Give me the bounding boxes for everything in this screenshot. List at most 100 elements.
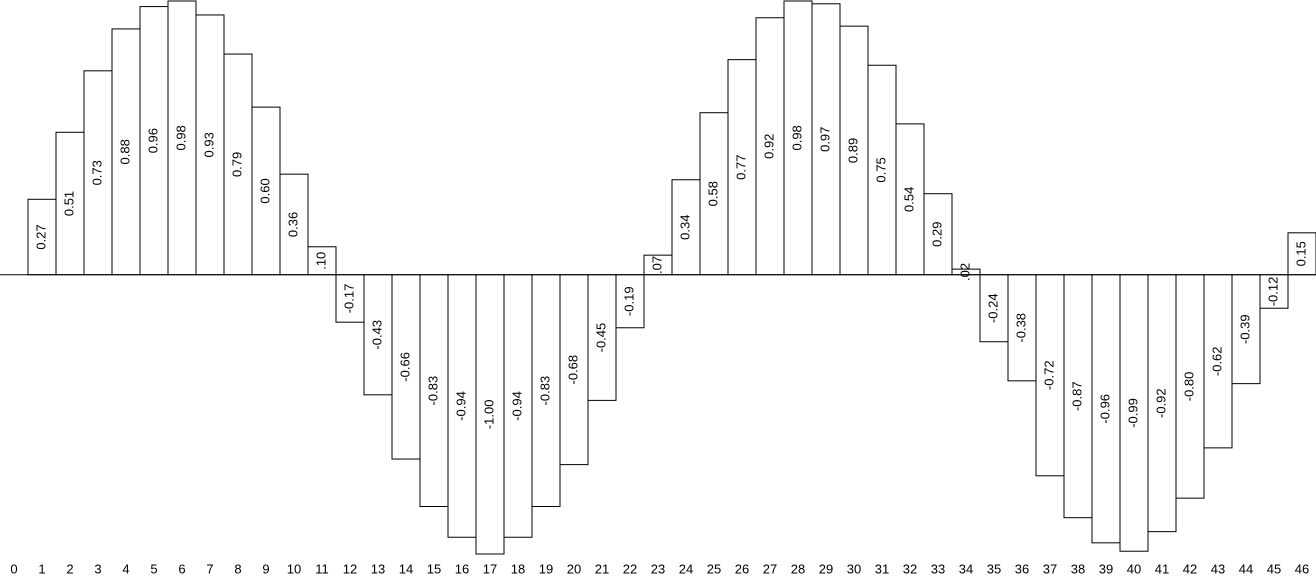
x-tick-label: 4: [122, 561, 129, 576]
bar: [475, 274, 505, 555]
value-label: 0.60: [257, 178, 272, 203]
value-label: -0.19: [621, 286, 636, 316]
x-tick-label: 6: [178, 561, 185, 576]
value-label: .10: [313, 252, 328, 270]
x-tick-label: 29: [819, 561, 833, 576]
x-tick-label: 41: [1155, 561, 1169, 576]
x-tick-label: 15: [427, 561, 441, 576]
x-tick-label: 26: [735, 561, 749, 576]
value-label: -0.96: [1097, 394, 1112, 424]
bar: [55, 131, 85, 276]
value-label: 0.79: [229, 152, 244, 177]
value-label: 0.93: [201, 132, 216, 157]
bar: [699, 112, 729, 276]
value-label: -0.38: [1013, 313, 1028, 343]
value-label: -0.92: [1153, 388, 1168, 418]
value-label: -0.45: [593, 323, 608, 353]
value-label: -0.83: [425, 376, 440, 406]
bar: [279, 173, 309, 276]
value-label: -0.72: [1041, 360, 1056, 390]
value-label: 0.27: [33, 224, 48, 249]
value-label: -0.12: [1265, 277, 1280, 307]
x-tick-label: 44: [1239, 561, 1253, 576]
x-tick-label: 9: [262, 561, 269, 576]
x-tick-label: 38: [1071, 561, 1085, 576]
x-tick-label: 7: [206, 561, 213, 576]
bar: [335, 274, 365, 323]
value-label: 0.96: [145, 128, 160, 153]
value-label: -0.83: [537, 376, 552, 406]
bar: [1119, 274, 1149, 552]
x-tick-label: 5: [150, 561, 157, 576]
value-label: -0.17: [341, 284, 356, 314]
value-label: -0.80: [1181, 372, 1196, 402]
x-tick-label: 43: [1211, 561, 1225, 576]
value-label: 0.15: [1293, 241, 1308, 266]
value-label: 0.36: [285, 212, 300, 237]
x-tick-label: 35: [987, 561, 1001, 576]
x-tick-label: 21: [595, 561, 609, 576]
x-tick-label: 37: [1043, 561, 1057, 576]
value-label: -0.62: [1209, 346, 1224, 376]
x-tick-label: 8: [234, 561, 241, 576]
x-tick-label: 12: [343, 561, 357, 576]
x-tick-label: 34: [959, 561, 973, 576]
x-tick-label: 17: [483, 561, 497, 576]
value-label: 0.51: [61, 191, 76, 216]
value-label: 0.34: [677, 215, 692, 240]
bar: [83, 70, 113, 276]
x-tick-label: 33: [931, 561, 945, 576]
x-tick-label: 19: [539, 561, 553, 576]
x-tick-label: 0: [10, 561, 17, 576]
value-label: 0.58: [705, 181, 720, 206]
value-label: .02: [957, 263, 972, 281]
value-label: .07: [649, 256, 664, 274]
x-tick-label: 20: [567, 561, 581, 576]
x-tick-label: 27: [763, 561, 777, 576]
value-label: -0.39: [1237, 314, 1252, 344]
x-tick-label: 36: [1015, 561, 1029, 576]
value-label: -0.24: [985, 293, 1000, 323]
bar: [671, 179, 701, 276]
value-label: -1.00: [481, 400, 496, 430]
x-tick-label: 31: [875, 561, 889, 576]
value-label: -0.66: [397, 352, 412, 382]
x-tick-label: 13: [371, 561, 385, 576]
x-tick-label: 1: [38, 561, 45, 576]
x-tick-label: 11: [315, 561, 329, 576]
x-tick-label: 39: [1099, 561, 1113, 576]
value-label: -0.94: [453, 391, 468, 421]
bar: [755, 17, 785, 276]
bar: [727, 59, 757, 276]
value-label: -0.43: [369, 320, 384, 350]
bar: [27, 198, 57, 276]
bar: [587, 274, 617, 401]
value-label: 0.54: [901, 187, 916, 212]
bar: [1007, 274, 1037, 382]
bar: [307, 246, 337, 276]
bar: [559, 274, 589, 466]
x-tick-label: 32: [903, 561, 917, 576]
bar: [867, 64, 897, 276]
bar: [923, 193, 953, 276]
value-label: 0.88: [117, 139, 132, 164]
bar: [531, 274, 561, 508]
value-label: -0.94: [509, 391, 524, 421]
x-tick-label: 24: [679, 561, 693, 576]
bar: [1259, 274, 1289, 309]
value-label: 0.89: [845, 138, 860, 163]
value-label: 0.92: [761, 134, 776, 159]
bar: [447, 274, 477, 538]
x-tick-label: 30: [847, 561, 861, 576]
value-label: 0.73: [89, 160, 104, 185]
x-tick-label: 10: [287, 561, 301, 576]
bar: [223, 53, 253, 276]
x-tick-label: 18: [511, 561, 525, 576]
value-label: 0.75: [873, 157, 888, 182]
value-label: -0.68: [565, 355, 580, 385]
x-tick-label: 2: [66, 561, 73, 576]
x-tick-label: 28: [791, 561, 805, 576]
value-label: 0.97: [817, 127, 832, 152]
